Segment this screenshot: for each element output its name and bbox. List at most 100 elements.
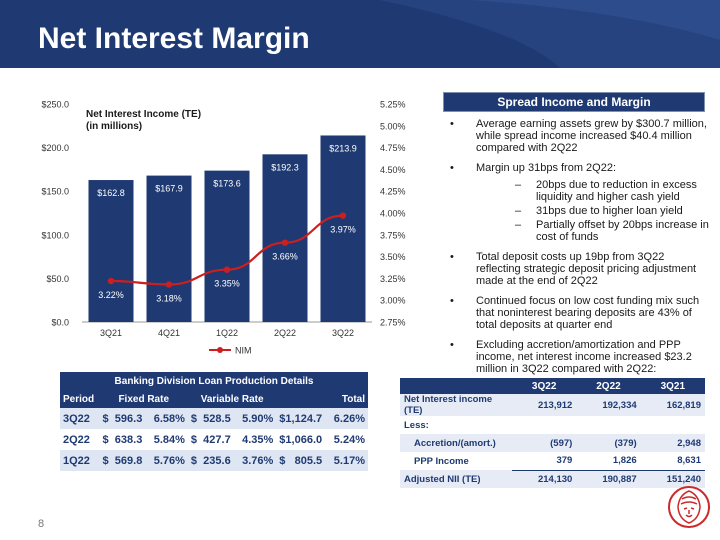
nim-point [281,239,289,246]
y-right-tick-label: 4.75% [380,143,406,153]
total-rate: 5.24% [333,433,365,446]
fixed-rate: 5.84% [153,433,185,446]
y-right-tick-label: 2.75% [380,318,406,328]
value-cell: 213,912 [512,394,577,416]
bullet-item: • Average earning assets grew by $300.7 m… [450,118,707,154]
bullet-item: • Margin up 31bps from 2Q22: –20bps due t… [450,162,709,243]
lion-logo-icon [668,486,710,528]
col-3q22: 3Q22 [512,378,577,394]
y-right-tick-label: 3.75% [380,230,406,240]
fixed-amount: $ 596.3 [99,408,149,429]
y-right-tick-label: 5.00% [380,121,406,131]
bullet-text: Total deposit costs up 19bp from 3Q22 re… [476,251,697,287]
bar-value-label: $167.9 [155,184,183,194]
total-amount: $ 805.5 [276,450,329,471]
spread-panel-header: Spread Income and Margin [443,92,705,112]
nim-value-label: 3.22% [98,290,124,300]
row-label: Less: [404,419,429,431]
bar [262,154,308,322]
table-row: Less: [400,416,705,434]
total-rate: 6.26% [328,408,368,429]
header-swoosh [380,0,720,68]
bullet-text: Continued focus on low cost funding mix … [476,295,700,331]
fixed-rate: 5.76% [148,450,188,471]
y-left-tick-label: $100.0 [41,230,69,240]
col-fixed-rate: Fixed Rate [99,390,188,408]
bullet-item: • Excluding accretion/amortization and PP… [450,339,692,375]
row-label: PPP Income [414,455,469,467]
value-cell: 190,887 [576,470,641,488]
nim-value-label: 3.66% [272,252,298,262]
nii-reconciliation-table: 3Q22 2Q22 3Q21 Net Interest income (TE) … [400,378,705,488]
fixed-amount: $ 569.8 [99,450,149,471]
nii-header-blank [400,378,512,394]
sub-bullet-text: Partially offset by 20bps increase in co… [536,219,709,243]
variable-rate: 4.35% [242,433,274,446]
variable-rate: 5.90% [236,408,277,429]
y-left-tick-label: $50.0 [46,274,69,284]
row-label: Accretion/(amort.) [400,434,512,452]
bar [320,135,366,322]
table-row: 3Q22 $ 596.3 6.58% $ 528.5 5.90% $1,124.… [60,408,368,429]
col-variable-rate: Variable Rate [187,390,277,408]
y-left-tick-label: $250.0 [41,100,69,110]
bullet-text: Margin up 31bps from 2Q22: [476,162,617,174]
nim-point [107,277,115,285]
x-tick-label: 3Q22 [332,328,354,338]
y-right-tick-label: 4.50% [380,165,406,175]
col-total: Total [276,390,368,408]
table-row: Net Interest income (TE) 213,912 192,334… [400,394,705,416]
y-right-tick-label: 4.00% [380,209,406,219]
bar [88,180,134,322]
table-row: 1Q22 $ 569.8 5.76% $ 235.6 3.76% $ 805.5… [60,450,368,471]
value-cell [576,416,640,434]
value-cell: 151,240 [640,470,705,488]
bullet-text: Average earning assets grew by $300.7 mi… [476,118,707,154]
bar-value-label: $213.9 [329,143,357,153]
value-cell: 192,334 [576,394,641,416]
total-rate: 5.17% [328,450,368,471]
bar [204,170,250,322]
value-cell: (379) [576,434,641,452]
x-tick-label: 3Q21 [100,328,122,338]
page-number: 8 [38,518,45,530]
table-row: 2Q22 $ 638.3 5.84% $ 427.7 4.35% $1,066.… [60,429,368,450]
col-3q21: 3Q21 [640,378,705,394]
nim-value-label: 3.35% [214,279,240,289]
spread-bullets: • Average earning assets grew by $300.7 m… [448,118,710,383]
period-cell: 3Q22 [60,408,100,429]
table-row: PPP Income 379 1,826 8,631 [400,452,705,471]
x-tick-label: 2Q22 [274,328,296,338]
period-cell: 2Q22 [63,433,90,446]
y-right-tick-label: 4.25% [380,187,406,197]
fixed-amount: $ 638.3 [102,433,143,446]
page-title: Net Interest Margin [38,22,310,55]
row-label: Adjusted NII (TE) [400,470,512,488]
nim-value-label: 3.97% [330,225,356,235]
y-right-tick-label: 3.25% [380,274,406,284]
fixed-rate: 6.58% [148,408,188,429]
col-2q22: 2Q22 [576,378,641,394]
bar-value-label: $192.3 [271,162,299,172]
period-cell: 1Q22 [60,450,100,471]
row-label: Net Interest income (TE) [400,394,512,416]
variable-amount: $ 427.7 [190,433,231,446]
y-left-tick-label: $150.0 [41,187,69,197]
nim-chart: $0.0 $50.0 $100.0 $150.0 $200.0 $250.0 2.75% 3.… [41,100,406,356]
nim-point [339,212,347,219]
chart-subtitle: (in millions) [86,121,142,132]
bullet-item: • Continued focus on low cost funding mix… [450,295,700,331]
bar-value-label: $162.8 [97,188,125,198]
table-row: Adjusted NII (TE) 214,130 190,887 151,24… [400,470,705,488]
bar-value-label: $173.6 [213,179,241,189]
chart-title: Net Interest Income (TE) [86,109,201,120]
y-left-tick-label: $0.0 [51,318,69,328]
nim-line [110,214,344,286]
nim-point [165,281,173,288]
x-tick-label: 1Q22 [216,328,238,338]
value-cell [641,416,705,434]
col-period: Period [60,390,100,408]
loan-table-title: Banking Division Loan Production Details [60,372,368,390]
sub-bullet-text: 31bps due to higher loan yield [536,205,683,217]
nim-value-label: 3.18% [156,294,182,304]
